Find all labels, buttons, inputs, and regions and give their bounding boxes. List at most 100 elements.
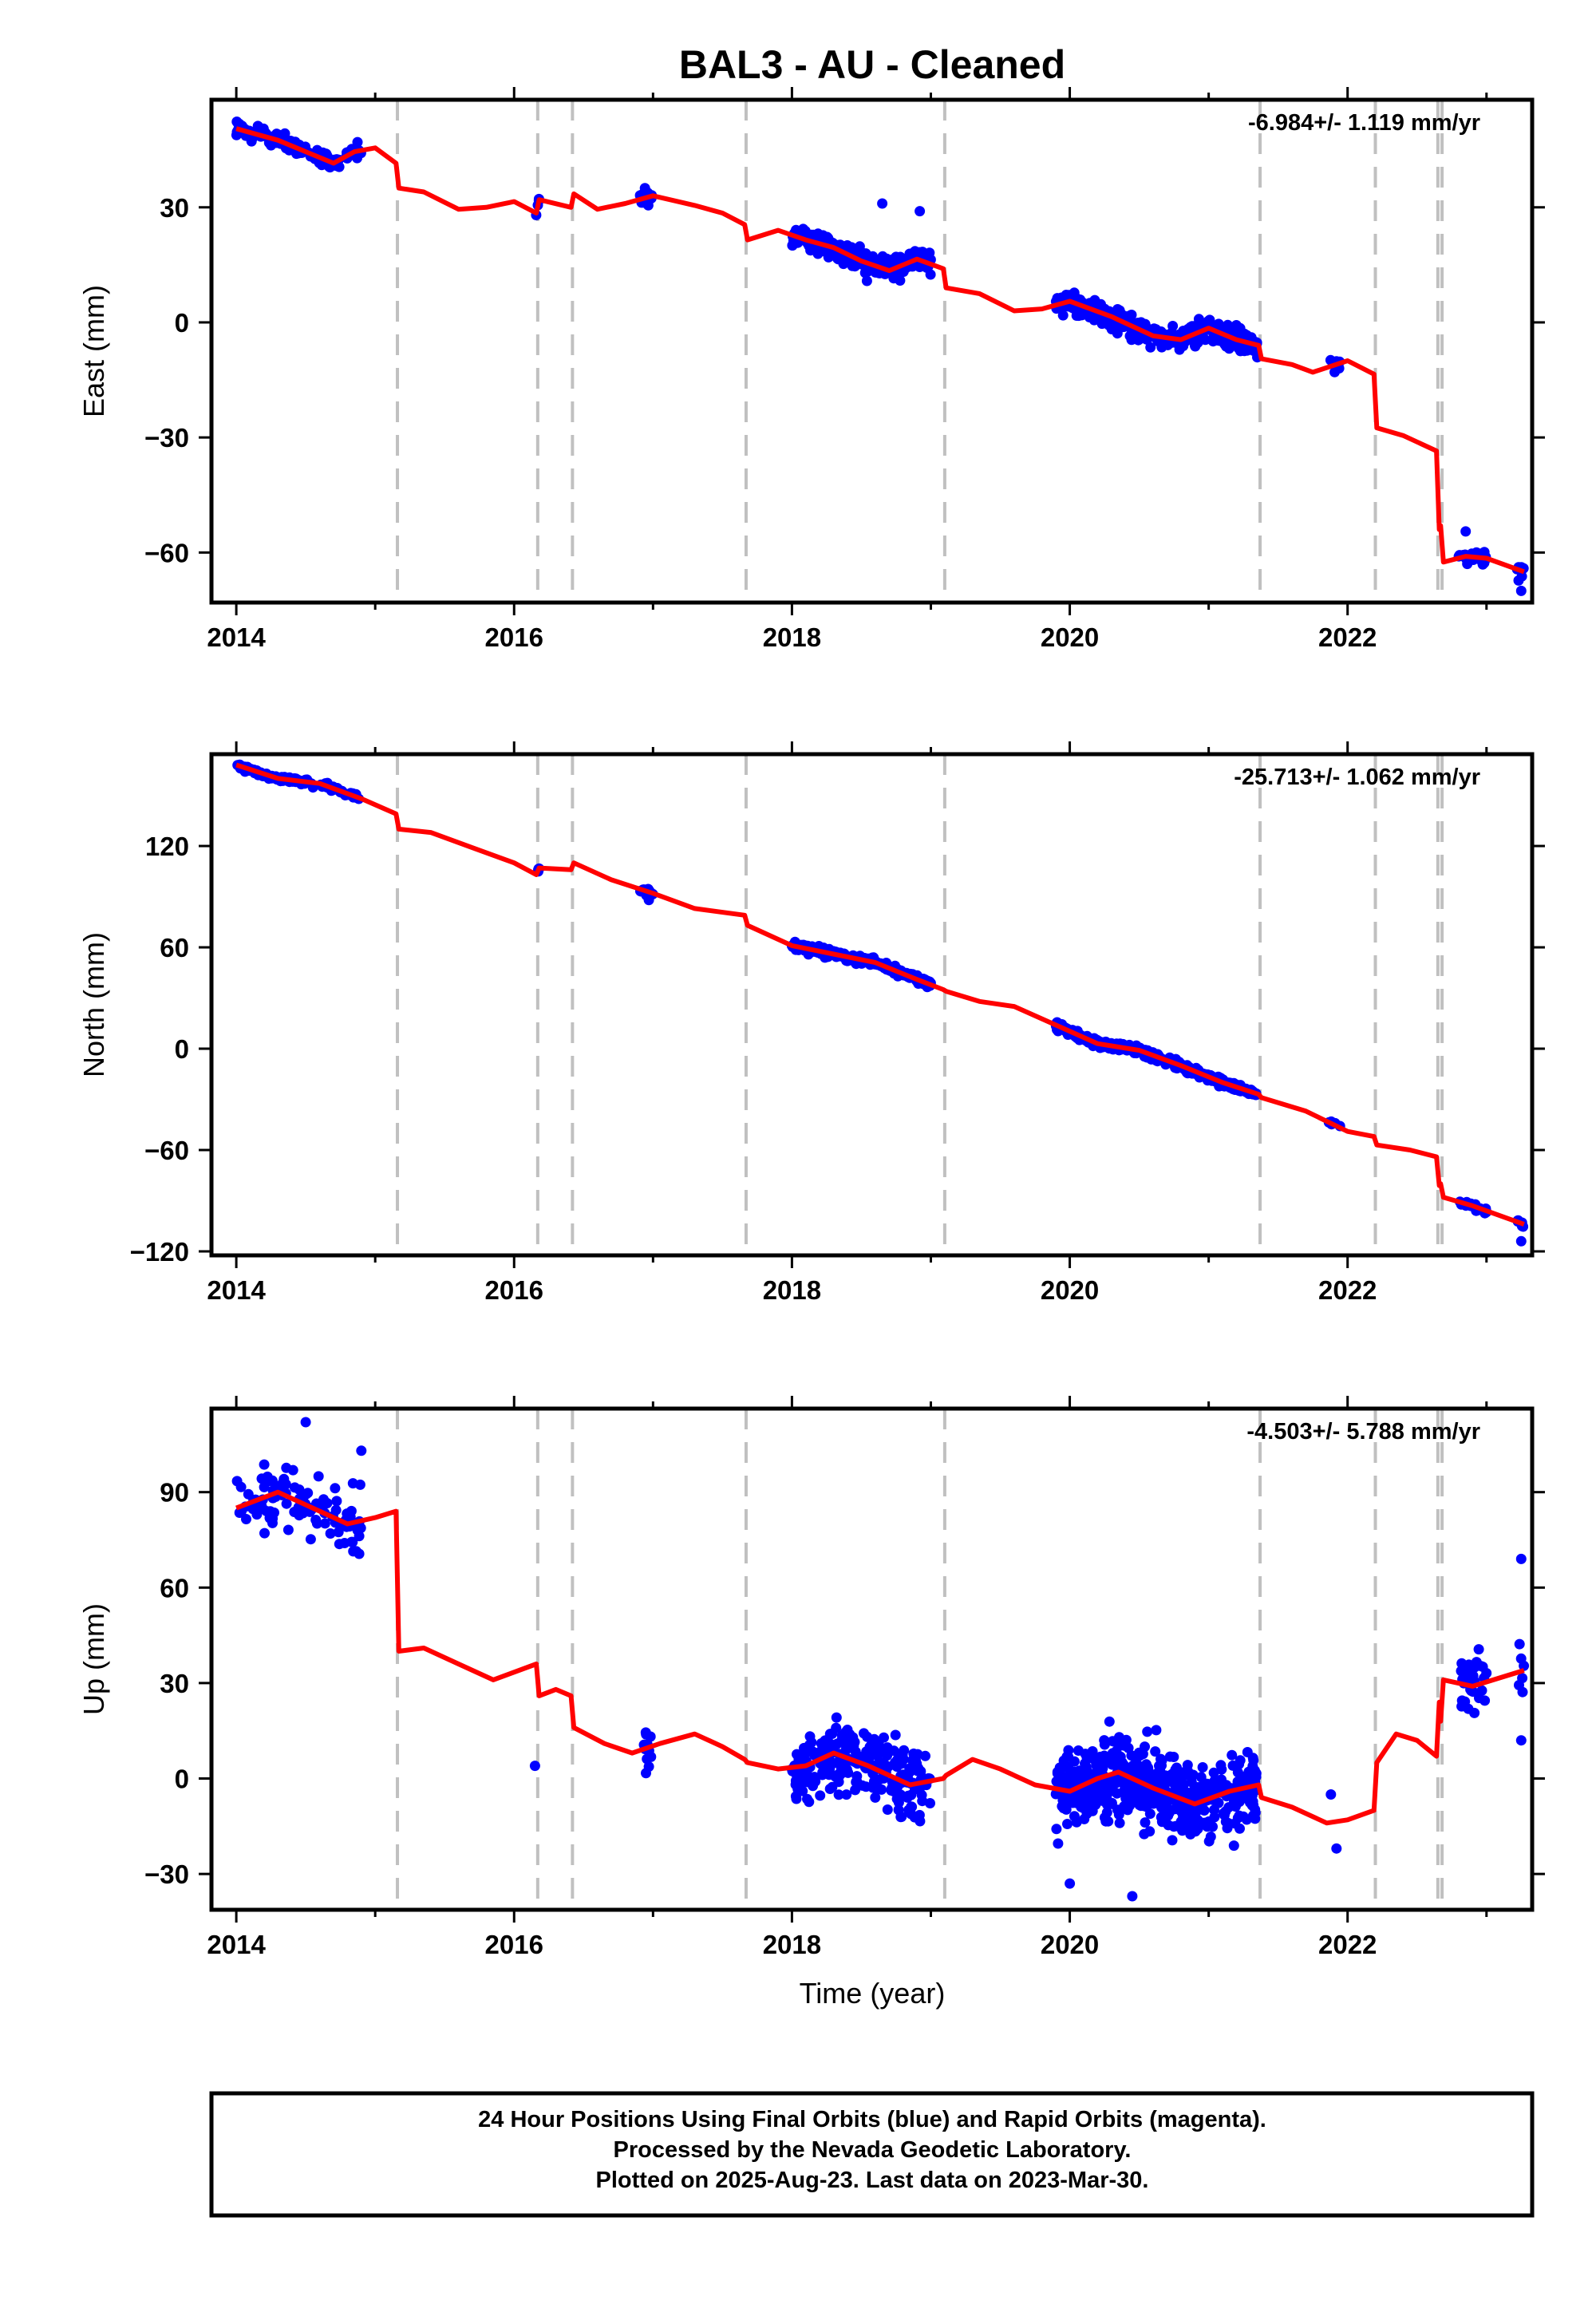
data-point [805,245,816,256]
figure-title: BAL3 - AU - Cleaned [679,42,1065,87]
y-tick-label: −60 [144,538,189,567]
data-point [888,1745,899,1757]
data-point [915,1766,926,1777]
data-point [924,247,935,259]
data-point [1202,1778,1213,1789]
data-point [330,1483,341,1494]
data-point [1515,1735,1527,1746]
data-point [1129,1765,1140,1777]
data-point [1122,1804,1133,1816]
data-point [882,1804,893,1815]
data-point [1144,1808,1156,1820]
data-point [1514,1638,1525,1650]
data-point [643,895,654,906]
data-point [264,1512,275,1524]
data-point [1053,1838,1064,1849]
panel-up: 2014 2016 2018 2020 2022 −30 0 30 60 90 Up (mm) -4.… [77,1396,1545,1959]
data-point [1462,559,1473,570]
data-point [891,1793,903,1804]
data-point [1071,1816,1082,1828]
data-point [798,223,808,235]
data-point [281,1462,292,1473]
data-point [1116,309,1127,319]
data-point [812,228,824,239]
data-point [319,1518,330,1529]
rate-label-north: -25.713+/- 1.062 mm/yr [1234,765,1480,790]
footer-line-1: 24 Hour Positions Using Final Orbits (bl… [478,2107,1266,2132]
data-point [1065,1878,1076,1889]
footer-line-3: Plotted on 2025-Aug-23. Last data on 202… [596,2168,1149,2193]
data-point [1227,1749,1238,1761]
data-point [914,1809,925,1820]
data-point [848,1741,859,1752]
data-point [1247,1796,1258,1807]
data-point [1141,1759,1152,1770]
panel-east: 2014 2016 2018 2020 2022 −60 −30 0 30 East (mm) -6… [77,87,1545,652]
data-point [815,1790,826,1801]
data-point [1062,1819,1073,1829]
data-point [1229,1791,1240,1802]
data-point [875,256,887,267]
x-tick-label: 2020 [1041,1930,1099,1959]
y-tick-label: −30 [144,1860,189,1889]
data-point [300,1417,311,1428]
data-point [1057,310,1069,321]
data-point [1127,1891,1138,1902]
x-tick-label: 2016 [485,1930,543,1959]
data-point [1114,1817,1125,1828]
x-tick-label: 2020 [1041,1275,1099,1305]
data-point [1203,1816,1215,1827]
data-point [354,1531,365,1542]
data-point [1156,1802,1167,1813]
rate-label-east: -6.984+/- 1.119 mm/yr [1248,110,1480,136]
model-line-up [235,1489,1525,1826]
data-point [1156,1753,1166,1765]
data-point [1215,1760,1227,1771]
data-point [1516,571,1527,582]
data-point [1145,342,1156,353]
data-point [1140,1817,1151,1828]
data-point [1223,1818,1235,1829]
data-point [1248,1755,1259,1766]
data-point [1217,322,1228,333]
data-point [1114,1759,1125,1770]
data-point [1123,1742,1134,1753]
data-point [325,1528,336,1539]
data-point [877,198,888,209]
data-point [822,231,832,243]
y-axis-label-east: East (mm) [77,285,110,417]
data-point [890,1729,901,1741]
x-tick-label: 2016 [485,622,543,652]
data-point [827,1781,838,1792]
data-point [252,121,263,132]
plot-frame [209,1406,1535,1912]
data-point [1078,1803,1089,1813]
data-point [281,1498,292,1509]
data-point [891,251,902,263]
data-point [1481,1668,1492,1678]
y-tick-label: 0 [175,1034,189,1064]
data-point [790,1779,801,1790]
x-tick-label: 2014 [207,1930,266,1959]
y-tick-label: 30 [160,193,189,223]
data-point [866,1740,877,1751]
data-point [892,1781,903,1792]
data-point [1099,1735,1110,1746]
data-point [857,1780,868,1791]
rate-label-up: -4.503+/- 5.788 mm/yr [1246,1419,1480,1445]
data-point [859,1728,869,1739]
data-point [1167,1835,1178,1846]
x-tick-label: 2016 [485,1275,543,1305]
data-point [816,1769,828,1780]
data-point [1061,1751,1073,1762]
data-point [874,1756,885,1767]
data-point [347,1536,358,1547]
data-point [352,136,363,148]
data-point [840,1745,851,1756]
data-point [529,1761,540,1772]
data-point [876,1784,887,1795]
data-point [1514,1680,1524,1690]
data-point [1216,1777,1227,1788]
data-point [1104,1716,1115,1727]
data-point [259,1528,270,1539]
